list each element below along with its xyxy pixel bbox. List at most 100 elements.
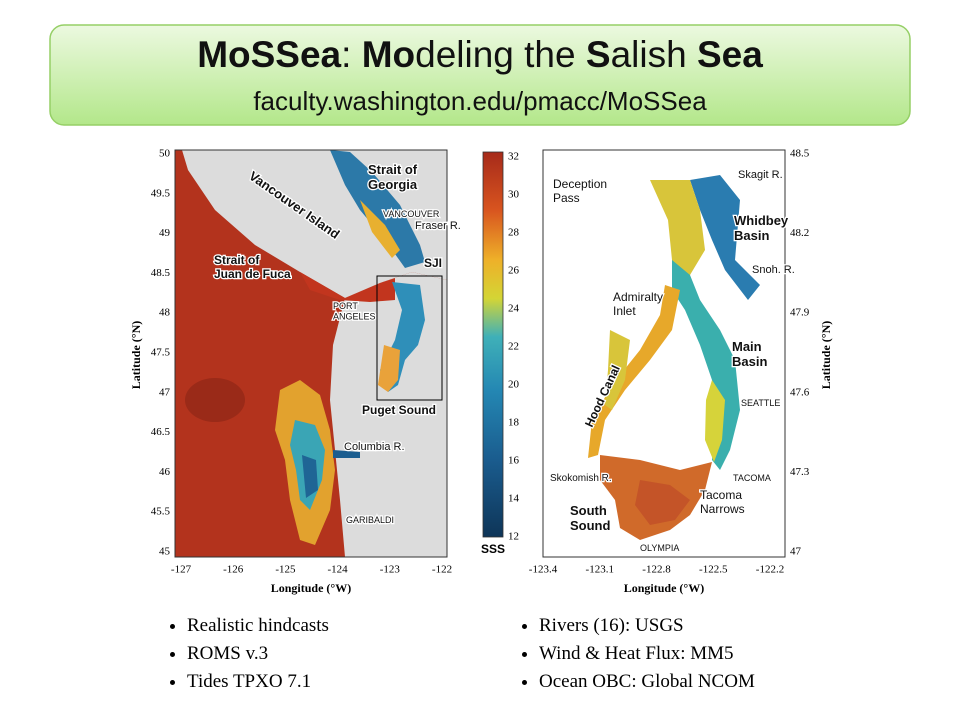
bullet-item: Realistic hindcasts [187,612,329,640]
map-label: Puget Sound [362,403,436,417]
y-tick-label: 47.5 [151,347,171,359]
bullets-left: Realistic hindcastsROMS v.3Tides TPXO 7.… [175,612,329,696]
map-label: Admiralty Inlet [613,290,663,318]
map-label: Deception Pass [553,177,607,205]
map-label-line: Juan de Fuca [214,267,291,281]
right-map [542,149,786,558]
x-tick-label: -122 [432,564,452,576]
colorbar-label: SSS [481,542,505,556]
bullet-item: ROMS v.3 [187,640,329,668]
y-tick-label: 49 [159,227,171,239]
y-tick-label: 28 [508,227,520,239]
y-tick-label: 45 [159,546,171,558]
map-label: Columbia R. [344,441,405,453]
map-label-line: Sound [570,518,610,533]
map-label-line: SEATTLE [741,398,780,408]
x-tick-label: -124 [328,564,349,576]
y-tick-label: 16 [508,455,520,467]
title-segment: MoSSea [197,34,341,75]
map-label-line: Basin [732,354,767,369]
title-segment: Sea [697,34,763,75]
y-tick-label: 48.5 [151,267,171,279]
map-label: Strait of Georgia [368,162,418,192]
y-tick-label: 48 [159,307,171,319]
map-label-line: PORT [333,301,358,311]
map-label-line: Strait of [214,253,260,267]
map-label-line: VANCOUVER [383,209,440,219]
map-label-line: Strait of [368,162,418,177]
y-tick-label: 26 [508,265,520,277]
map-label: Whidbey Basin [734,213,789,243]
map-label: VANCOUVER [383,209,440,219]
map-label: SEATTLE [741,398,780,408]
map-label-line: ANGELES [333,311,376,321]
map-label-line: Pass [553,191,580,205]
y-tick-label: 22 [508,341,519,353]
y-tick-label: 47.6 [790,386,810,398]
map-label: Fraser R. [415,220,461,232]
y-tick-label: 20 [508,379,520,391]
bullet-item: Wind & Heat Flux: MM5 [539,640,755,668]
y-tick-label: 48.5 [790,148,810,160]
map-label-line: Basin [734,228,769,243]
left-map [174,149,448,558]
y-tick-label: 46.5 [151,426,171,438]
map-label-line: Snoh. R. [752,264,795,276]
bullet-item: Ocean OBC: Global NCOM [539,668,755,696]
map-label-line: Skokomish R. [550,473,612,484]
x-tick-label: -122.2 [756,564,784,576]
map-label-line: South [570,503,607,518]
map-label: Tacoma Narrows [700,488,745,516]
map-label: Strait of Juan de Fuca [214,253,291,281]
title-box [49,24,911,126]
bullet-item: Rivers (16): USGS [539,612,755,640]
map-label-line: Columbia R. [344,441,405,453]
x-axis-label: Longitude (°W) [271,581,351,595]
map-label-line: OLYMPIA [640,543,679,553]
x-tick-label: -122.8 [642,564,671,576]
x-tick-label: -127 [171,564,192,576]
x-axis-label: Longitude (°W) [624,581,704,595]
y-tick-label: 12 [508,531,519,543]
x-tick-label: -125 [275,564,296,576]
y-tick-label: 14 [508,493,520,505]
y-tick-label: 47.3 [790,466,810,478]
map-label-line: TACOMA [733,473,771,483]
map-label-line: Puget Sound [362,403,436,417]
x-tick-label: -123 [380,564,401,576]
map-label-line: GARIBALDI [346,515,394,525]
map-label: Skagit R. [738,169,783,181]
colorbar [482,151,504,538]
map-label: OLYMPIA [640,543,679,553]
title-segment: S [586,34,611,75]
x-tick-label: -126 [223,564,244,576]
map-label-line: Fraser R. [415,220,461,232]
title-segment: deling the [415,34,586,75]
map-label-line: Narrows [700,502,745,516]
map-label: Skokomish R. [550,473,612,484]
y-tick-label: 47 [790,546,802,558]
map-label-line: Tacoma [700,488,742,502]
map-label: GARIBALDI [346,515,394,525]
y-tick-label: 48.2 [790,227,809,239]
map-label-line: Skagit R. [738,169,783,181]
subtitle-url: faculty.washington.edu/pmacc/MoSSea [253,86,707,116]
y-axis-label: Latitude (°N) [819,321,833,389]
x-tick-label: -123.1 [586,564,614,576]
y-tick-label: 32 [508,151,519,163]
y-tick-label: 49.5 [151,187,171,199]
map-label: PORT ANGELES [333,301,376,321]
y-tick-label: 18 [508,417,520,429]
y-tick-label: 50 [159,148,171,160]
y-tick-label: 47 [159,386,171,398]
x-tick-label: -122.5 [699,564,728,576]
y-axis-label: Latitude (°N) [129,321,143,389]
y-tick-label: 46 [159,466,171,478]
map-label: Main Basin [732,339,767,369]
title-segment: Mo [362,34,415,75]
map-label-line: Inlet [613,304,636,318]
y-tick-label: 47.9 [790,307,810,319]
bullet-item: Tides TPXO 7.1 [187,668,329,696]
